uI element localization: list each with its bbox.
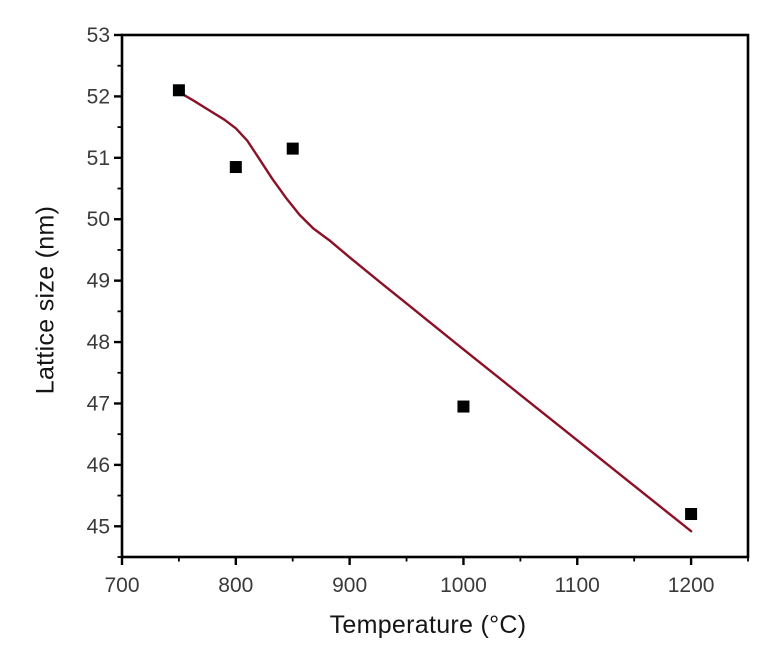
x-tick-label: 1200	[668, 574, 715, 597]
x-tick-label: 1000	[440, 574, 487, 597]
data-point-marker	[229, 161, 242, 174]
x-tick-label: 700	[104, 574, 139, 597]
data-point-marker	[172, 84, 185, 97]
x-tick-label: 800	[218, 574, 253, 597]
y-tick-label: 47	[87, 392, 110, 415]
y-tick-label: 51	[87, 147, 110, 170]
y-tick-label: 50	[87, 208, 110, 231]
plot-frame	[120, 33, 750, 559]
y-tick-label: 48	[87, 331, 110, 354]
data-point-marker	[286, 142, 299, 155]
x-tick-label: 900	[332, 574, 367, 597]
y-tick-label: 45	[87, 515, 110, 538]
y-tick-label: 53	[87, 24, 110, 47]
fit-line	[177, 90, 693, 533]
y-tick-label: 46	[87, 454, 110, 477]
y-axis-title: Lattice size (nm)	[31, 205, 60, 395]
data-point-marker	[685, 508, 698, 521]
y-tick-label: 52	[87, 85, 110, 108]
y-tick-label: 49	[87, 270, 110, 293]
data-point-marker	[457, 400, 470, 413]
x-axis-title: Temperature (°C)	[329, 611, 527, 639]
x-tick-label: 1100	[555, 574, 600, 597]
